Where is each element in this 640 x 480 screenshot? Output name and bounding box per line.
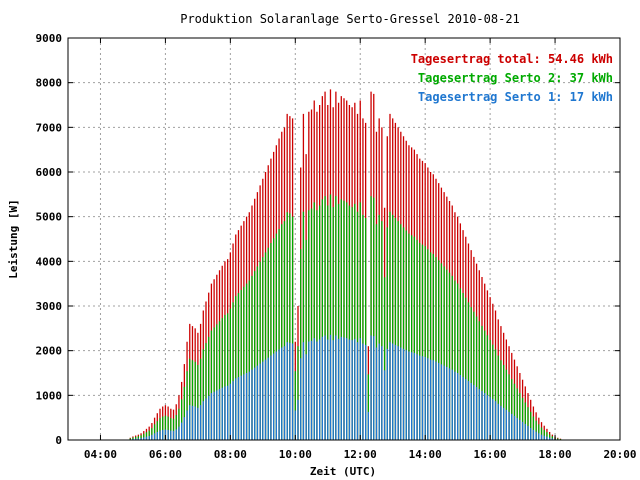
y-tick-label: 5000 bbox=[36, 211, 63, 224]
x-tick-label: 08:00 bbox=[214, 448, 247, 461]
x-tick-label: 18:00 bbox=[538, 448, 571, 461]
x-tick-label: 16:00 bbox=[474, 448, 507, 461]
y-tick-label: 9000 bbox=[36, 32, 63, 45]
y-tick-label: 0 bbox=[55, 434, 62, 447]
axis-ticks: 04:00 06:00 08:00 10:00 12:00 14:00 16:00 18:00… bbox=[36, 32, 637, 461]
y-tick-label: 6000 bbox=[36, 166, 63, 179]
x-tick-label: 12:00 bbox=[344, 448, 377, 461]
x-axis-label: Zeit (UTC) bbox=[310, 465, 376, 478]
x-tick-label: 06:00 bbox=[149, 448, 182, 461]
y-tick-label: 1000 bbox=[36, 389, 63, 402]
bars bbox=[129, 89, 562, 440]
y-tick-label: 8000 bbox=[36, 77, 63, 90]
y-tick-label: 3000 bbox=[36, 300, 63, 313]
x-tick-label: 14:00 bbox=[409, 448, 442, 461]
y-axis-label: Leistung [W] bbox=[7, 199, 20, 278]
plot-frame bbox=[67, 37, 621, 441]
legend: Tagesertrag total: 54.46 kWh Tagesertrag … bbox=[411, 52, 613, 104]
y-tick-label: 2000 bbox=[36, 345, 63, 358]
legend-entry: Tagesertrag Serto 2: 37 kWh bbox=[418, 71, 613, 85]
x-tick-label: 04:00 bbox=[84, 448, 117, 461]
x-tick-label: 20:00 bbox=[603, 448, 636, 461]
legend-entry: Tagesertrag total: 54.46 kWh bbox=[411, 52, 613, 66]
y-tick-label: 4000 bbox=[36, 255, 63, 268]
y-tick-label: 7000 bbox=[36, 121, 63, 134]
x-tick-label: 10:00 bbox=[279, 448, 312, 461]
legend-entry: Tagesertrag Serto 1: 17 kWh bbox=[418, 90, 613, 104]
chart-title: Produktion Solaranlage Serto-Gressel 201… bbox=[180, 12, 520, 26]
